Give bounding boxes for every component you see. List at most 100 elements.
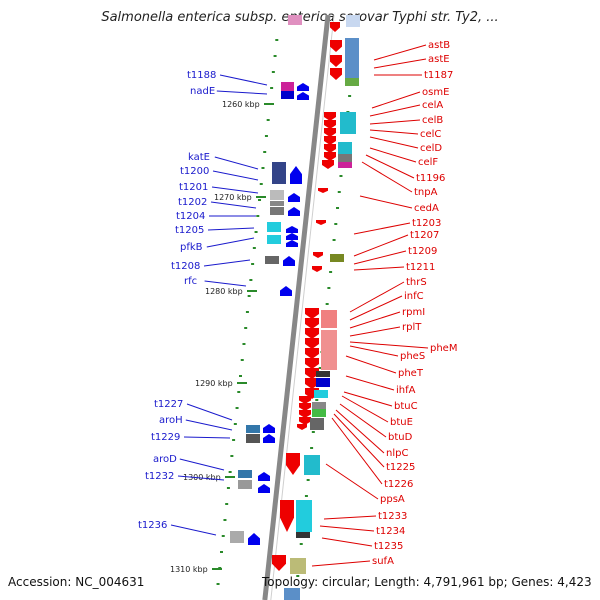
- accession-label: Accession: NC_004631: [8, 575, 145, 589]
- minus-strand-gene: [324, 128, 336, 137]
- leader-line: [335, 409, 385, 454]
- leader-line: [186, 403, 233, 421]
- minus-strand-gene: [330, 22, 340, 32]
- gene-label-right: celF: [418, 157, 438, 168]
- gene-label-right: t1203: [412, 218, 441, 229]
- leader-line: [323, 515, 377, 520]
- minus-strand-gene: [324, 144, 336, 153]
- leader-line: [353, 250, 407, 265]
- gene-label-right: rpmI: [402, 307, 425, 318]
- minus-strand-gene: [324, 120, 336, 129]
- gene-block: [265, 256, 279, 264]
- gene-block: [290, 558, 306, 574]
- gene-label-right: t1196: [416, 173, 445, 184]
- gene-label-right: t1233: [378, 511, 407, 522]
- gene-label-left: t1229: [151, 432, 180, 443]
- gene-block: [288, 15, 302, 25]
- leader-line: [170, 524, 217, 536]
- minus-strand-gene: [312, 266, 322, 272]
- leader-line: [349, 311, 401, 329]
- gene-label-right: rplT: [402, 322, 422, 333]
- gene-label-right: tnpA: [414, 187, 438, 198]
- gene-block: [312, 409, 326, 417]
- leader-line: [365, 154, 415, 179]
- gene-label-right: celD: [420, 143, 442, 154]
- gene-block: [246, 425, 260, 433]
- gene-label-left: t1204: [176, 211, 205, 222]
- leader-line: [331, 417, 383, 485]
- leader-line: [214, 156, 259, 170]
- minus-strand-gene: [272, 555, 286, 571]
- gene-block: [345, 78, 359, 86]
- kbp-label: 1280 kbp: [205, 287, 243, 296]
- gene-block: [316, 371, 330, 377]
- gene-block: [270, 190, 284, 200]
- gene-block: [340, 112, 356, 134]
- gene-label-right: btuD: [388, 432, 413, 443]
- leader-line: [369, 147, 417, 163]
- leader-line: [339, 403, 387, 438]
- gene-label-left: t1227: [154, 399, 183, 410]
- minus-strand-gene: [322, 160, 334, 169]
- leader-line: [183, 436, 231, 439]
- leader-line: [353, 234, 409, 257]
- gene-label-right: thrS: [406, 277, 427, 288]
- gene-label-left: nadE: [190, 86, 215, 97]
- minus-strand-gene: [324, 112, 336, 121]
- leader-line: [373, 58, 427, 69]
- minus-strand-gene: [305, 338, 319, 349]
- leader-line: [179, 458, 225, 471]
- leader-line: [349, 295, 403, 321]
- minus-strand-gene: [299, 417, 311, 425]
- leader-line: [345, 355, 397, 374]
- gene-label-left: t1236: [138, 520, 167, 531]
- leader-line: [369, 136, 419, 149]
- leader-line: [349, 326, 401, 337]
- leader-line: [333, 413, 385, 468]
- minus-strand-gene: [324, 152, 336, 161]
- kbp-label: 1290 kbp: [195, 379, 233, 388]
- gene-block: [281, 91, 294, 99]
- gene-block: [345, 38, 359, 78]
- gene-label-right: t1234: [376, 526, 405, 537]
- kbp-label: 1270 kbp: [214, 193, 252, 202]
- gene-label-right: t1187: [424, 70, 453, 81]
- gene-label-right: celB: [422, 115, 443, 126]
- kbp-label: 1260 kbp: [222, 100, 260, 109]
- gene-label-right: pheT: [398, 368, 424, 379]
- gene-label-right: ihfA: [396, 385, 416, 396]
- minus-strand-gene: [305, 318, 319, 329]
- gene-label-right: astB: [428, 40, 450, 51]
- plus-strand-gene: [248, 533, 260, 545]
- leader-line: [325, 463, 379, 500]
- leader-line: [311, 560, 371, 567]
- minus-strand-gene: [299, 403, 311, 411]
- minus-strand-gene: [305, 308, 319, 319]
- leader-line: [349, 281, 405, 313]
- minus-strand-gene: [330, 55, 342, 67]
- topology-label: Topology: circular; Length: 4,791,961 bp…: [262, 575, 592, 589]
- leader-line: [353, 222, 411, 235]
- gene-block: [238, 470, 252, 478]
- plus-strand-gene: [288, 193, 300, 202]
- plus-strand-gene: [263, 434, 275, 443]
- gene-block: [267, 235, 281, 244]
- gene-label-left: aroD: [153, 454, 177, 465]
- minus-strand-gene: [280, 500, 294, 532]
- leader-line: [343, 391, 393, 407]
- leader-line: [216, 90, 268, 95]
- gene-block: [316, 378, 330, 387]
- plus-strand-gene: [263, 424, 275, 433]
- leader-line: [185, 419, 233, 431]
- gene-label-right: infC: [404, 291, 424, 302]
- leader-line: [345, 375, 395, 391]
- gene-label-left: aroH: [159, 415, 183, 426]
- gene-label-left: t1208: [171, 261, 200, 272]
- gene-block: [346, 15, 360, 27]
- minus-strand-gene: [330, 40, 342, 52]
- plus-strand-gene: [297, 92, 309, 100]
- gene-label-right: t1235: [374, 541, 403, 552]
- gene-label-right: t1211: [406, 262, 435, 273]
- leader-line: [206, 237, 255, 248]
